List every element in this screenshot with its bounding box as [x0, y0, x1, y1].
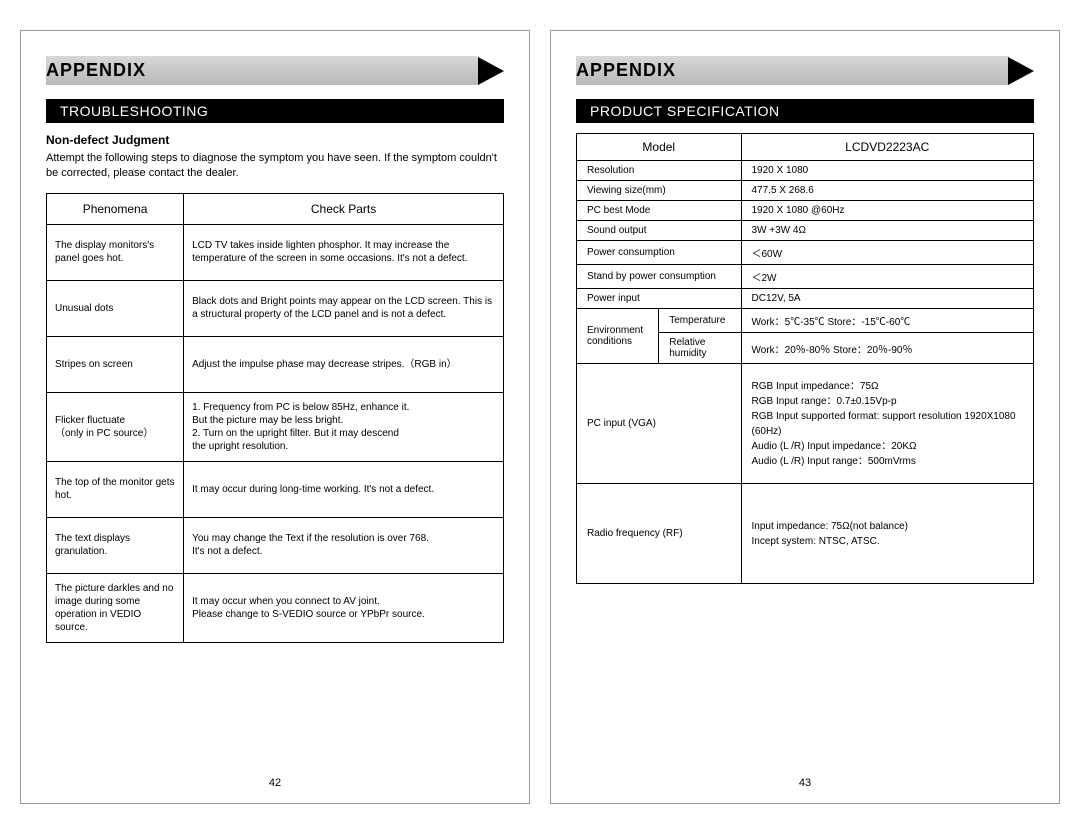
cell-checkparts: It may occur during long-time working. I…	[184, 461, 504, 517]
spec-env-value: Work：5℃-35℃ Store：-15℃-60℃	[741, 309, 1034, 333]
table-row: Power inputDC12V, 5A	[577, 289, 1034, 309]
page-number-left: 42	[21, 777, 529, 789]
spec-pc-label: PC input (VGA)	[577, 364, 742, 484]
intro-text: Attempt the following steps to diagnose …	[46, 151, 504, 181]
table-row: Stripes on screenAdjust the impulse phas…	[47, 336, 504, 392]
col-model: Model	[577, 134, 742, 161]
cell-phenomena: The top of the monitor gets hot.	[47, 461, 184, 517]
page-number-right: 43	[551, 777, 1059, 789]
cell-checkparts: Black dots and Bright points may appear …	[184, 280, 504, 336]
table-row: The display monitors's panel goes hot.LC…	[47, 224, 504, 280]
section-tag-spec: PRODUCT SPECIFICATION	[576, 99, 1034, 123]
cell-checkparts: Adjust the impulse phase may decrease st…	[184, 336, 504, 392]
cell-phenomena: Flicker fluctuate （only in PC source）	[47, 392, 184, 461]
spec-value: 1920 X 1080	[741, 161, 1034, 181]
spec-label: Sound output	[577, 221, 742, 241]
col-phenomena: Phenomena	[47, 193, 184, 224]
cell-phenomena: The picture darkles and no image during …	[47, 573, 184, 642]
page-right: APPENDIX PRODUCT SPECIFICATION Model LCD…	[550, 30, 1060, 804]
spec-env-sublabel: Temperature	[659, 309, 741, 333]
table-row: Power consumption＜60W	[577, 241, 1034, 265]
table-row: Radio frequency (RF)Input impedance: 75Ω…	[577, 484, 1034, 584]
troubleshooting-table: Phenomena Check Parts The display monito…	[46, 193, 504, 643]
appendix-title-right: APPENDIX	[576, 56, 1009, 85]
table-header-row: Phenomena Check Parts	[47, 193, 504, 224]
cell-checkparts: You may change the Text if the resolutio…	[184, 517, 504, 573]
spec-value: DC12V, 5A	[741, 289, 1034, 309]
cell-phenomena: Stripes on screen	[47, 336, 184, 392]
spec-label: Stand by power consumption	[577, 265, 742, 289]
table-row: Unusual dotsBlack dots and Bright points…	[47, 280, 504, 336]
table-row: Viewing size(mm)477.5 X 268.6	[577, 181, 1034, 201]
appendix-title-left: APPENDIX	[46, 56, 479, 85]
cell-checkparts: It may occur when you connect to AV join…	[184, 573, 504, 642]
spec-env-value: Work：20％-80％ Store：20％-90％	[741, 333, 1034, 364]
table-row: Resolution1920 X 1080	[577, 161, 1034, 181]
spec-label: PC best Mode	[577, 201, 742, 221]
spec-label: Power consumption	[577, 241, 742, 265]
table-row: Sound output3W +3W 4Ω	[577, 221, 1034, 241]
table-row: PC best Mode1920 X 1080 @60Hz	[577, 201, 1034, 221]
table-row: Flicker fluctuate （only in PC source）1. …	[47, 392, 504, 461]
cell-phenomena: The text displays granulation.	[47, 517, 184, 573]
spec-rf-value: Input impedance: 75Ω(not balance)Incept …	[741, 484, 1034, 584]
table-row: The text displays granulation.You may ch…	[47, 517, 504, 573]
appendix-arrow-icon	[1008, 57, 1034, 85]
table-row: The top of the monitor gets hot.It may o…	[47, 461, 504, 517]
page-spread: APPENDIX TROUBLESHOOTING Non-defect Judg…	[0, 0, 1080, 834]
spec-label: Resolution	[577, 161, 742, 181]
spec-env-label: Environment conditions	[577, 309, 659, 364]
spec-value: 477.5 X 268.6	[741, 181, 1034, 201]
appendix-header-right: APPENDIX	[576, 56, 1034, 85]
table-header-row: Model LCDVD2223AC	[577, 134, 1034, 161]
col-checkparts: Check Parts	[184, 193, 504, 224]
cell-checkparts: LCD TV takes inside lighten phosphor. It…	[184, 224, 504, 280]
spec-label: Viewing size(mm)	[577, 181, 742, 201]
spec-value: 1920 X 1080 @60Hz	[741, 201, 1034, 221]
section-tag-troubleshooting: TROUBLESHOOTING	[46, 99, 504, 123]
table-row: PC input (VGA)RGB Input impedance：75ΩRGB…	[577, 364, 1034, 484]
cell-phenomena: The display monitors's panel goes hot.	[47, 224, 184, 280]
appendix-arrow-icon	[478, 57, 504, 85]
spec-value: ＜60W	[741, 241, 1034, 265]
spec-pc-value: RGB Input impedance：75ΩRGB Input range：0…	[741, 364, 1034, 484]
spec-value: 3W +3W 4Ω	[741, 221, 1034, 241]
page-left: APPENDIX TROUBLESHOOTING Non-defect Judg…	[20, 30, 530, 804]
cell-checkparts: 1. Frequency from PC is below 85Hz, enha…	[184, 392, 504, 461]
cell-phenomena: Unusual dots	[47, 280, 184, 336]
spec-env-sublabel: Relative humidity	[659, 333, 741, 364]
table-row: The picture darkles and no image during …	[47, 573, 504, 642]
spec-rf-label: Radio frequency (RF)	[577, 484, 742, 584]
table-row: Stand by power consumption＜2W	[577, 265, 1034, 289]
specification-table: Model LCDVD2223AC Resolution1920 X 1080V…	[576, 133, 1034, 584]
spec-value: ＜2W	[741, 265, 1034, 289]
appendix-header-left: APPENDIX	[46, 56, 504, 85]
col-model-value: LCDVD2223AC	[741, 134, 1034, 161]
spec-label: Power input	[577, 289, 742, 309]
table-row: Environment conditionsTemperatureWork：5℃…	[577, 309, 1034, 333]
subheading-nondefect: Non-defect Judgment	[46, 133, 504, 147]
